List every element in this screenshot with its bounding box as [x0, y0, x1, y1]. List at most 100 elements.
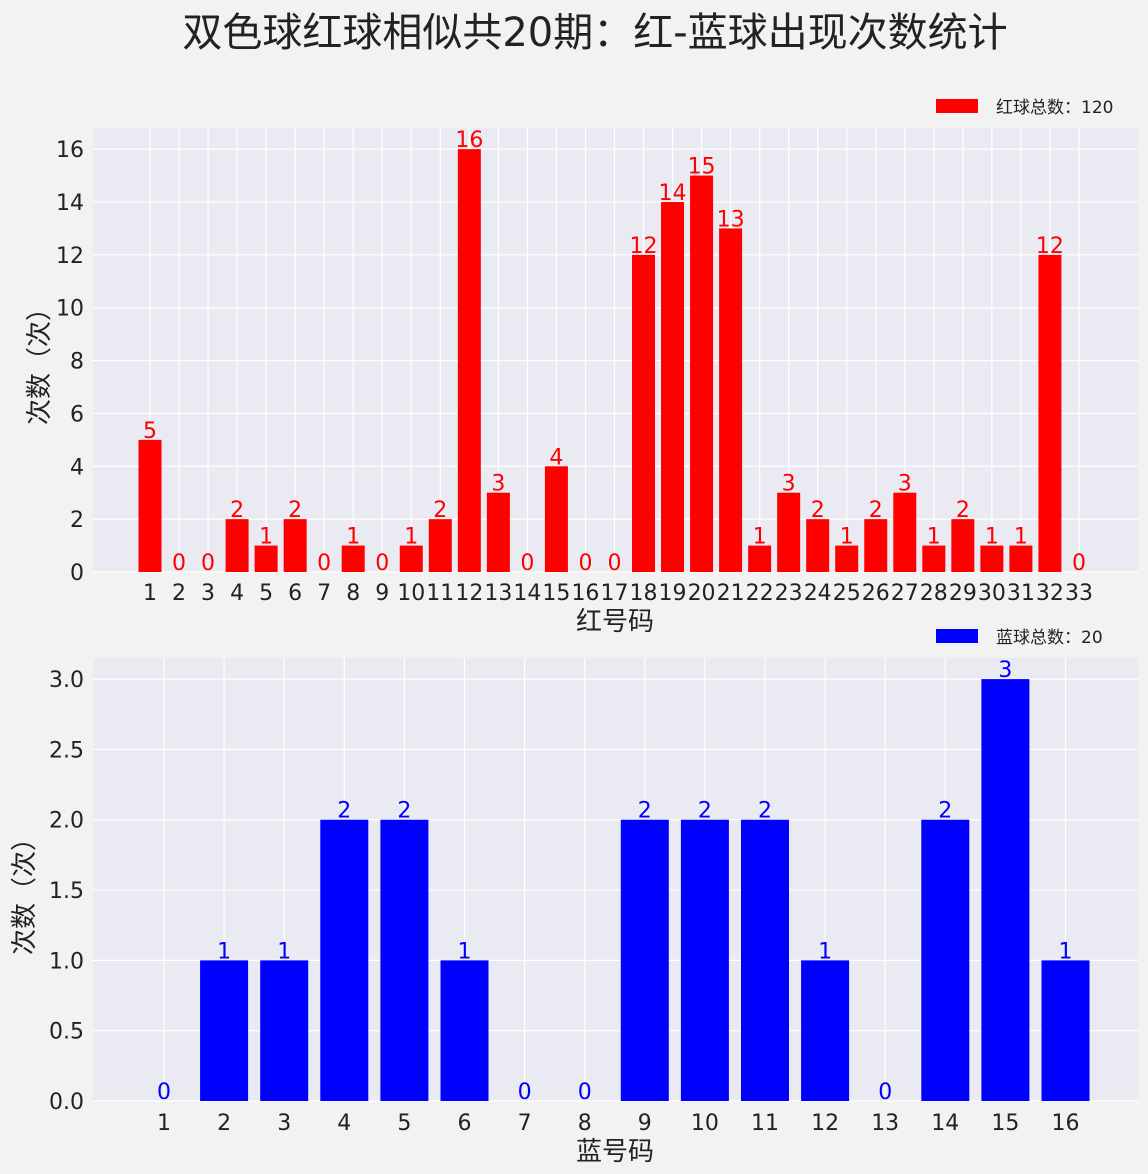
red-x-tick-label-7: 7: [317, 581, 331, 606]
red-x-tick-label-13: 13: [484, 581, 512, 606]
red-value-label-16: 0: [578, 551, 592, 576]
red-value-label-6: 2: [288, 498, 302, 523]
red-value-label-9: 0: [375, 551, 389, 576]
blue-y-tick-label: 2.0: [49, 809, 84, 834]
blue-bar-3: [260, 960, 309, 1101]
blue-value-label-11: 2: [758, 799, 772, 824]
blue-value-label-1: 0: [157, 1080, 171, 1105]
blue-value-label-7: 0: [518, 1080, 532, 1105]
blue-bars: [200, 679, 1090, 1101]
red-plot-area: [93, 128, 1138, 572]
red-x-tick-label-17: 17: [600, 581, 628, 606]
red-y-tick-label: 2: [70, 508, 84, 533]
blue-y-tick-label: 0.5: [49, 1020, 84, 1045]
blue-bar-15: [981, 679, 1030, 1101]
red-x-tick-label-27: 27: [891, 581, 919, 606]
red-y-tick-label: 10: [56, 297, 84, 322]
red-x-tick-label-10: 10: [397, 581, 425, 606]
blue-y-tick-label: 1.0: [49, 949, 84, 974]
red-x-tick-label-28: 28: [920, 581, 948, 606]
red-x-tick-label-23: 23: [775, 581, 803, 606]
red-y-tick-label: 4: [70, 455, 84, 480]
red-bar-8: [341, 545, 365, 572]
red-value-label-28: 1: [927, 525, 941, 550]
red-value-label-8: 1: [346, 525, 360, 550]
blue-value-labels: 0 1 1 2 2 1 0 0 2 2 2 1 0 2 3 1: [157, 658, 1073, 1105]
red-value-label-22: 1: [753, 525, 767, 550]
red-value-label-5: 1: [259, 525, 273, 550]
blue-y-tick-label: 1.5: [49, 879, 84, 904]
red-y-tick-label: 12: [56, 244, 84, 269]
red-x-tick-label-32: 32: [1036, 581, 1064, 606]
blue-legend-label: 蓝球总数：20: [996, 628, 1103, 648]
blue-x-tick-label-13: 13: [871, 1111, 899, 1136]
blue-bar-16: [1041, 960, 1090, 1101]
red-bar-22: [748, 545, 772, 572]
red-value-label-14: 0: [520, 551, 534, 576]
blue-y-tick-label: 0.0: [49, 1090, 84, 1115]
red-legend-label: 红球总数：120: [996, 98, 1113, 118]
blue-y-axis-label: 次数（次）: [10, 825, 40, 955]
blue-x-tick-label-16: 16: [1052, 1111, 1080, 1136]
blue-y-tick-label: 2.5: [49, 738, 84, 763]
red-y-tick-label: 14: [56, 191, 84, 216]
red-value-label-12: 16: [455, 128, 483, 153]
blue-x-tick-label-9: 9: [638, 1111, 652, 1136]
red-value-label-27: 3: [898, 472, 912, 497]
red-value-label-20: 15: [688, 155, 716, 180]
blue-bar-11: [741, 819, 789, 1101]
red-x-tick-label-25: 25: [833, 581, 861, 606]
blue-value-label-3: 1: [277, 939, 291, 964]
blue-bar-12: [801, 960, 850, 1101]
red-value-label-31: 1: [1014, 525, 1028, 550]
blue-x-tick-label-7: 7: [518, 1111, 532, 1136]
red-x-tick-label-5: 5: [259, 581, 273, 606]
blue-x-tick-label-8: 8: [578, 1111, 592, 1136]
blue-legend-swatch: [936, 629, 978, 643]
red-bar-4: [225, 519, 249, 572]
red-value-label-18: 12: [630, 234, 658, 259]
blue-legend: 蓝球总数：20: [936, 628, 1103, 648]
blue-x-tick-label-14: 14: [931, 1111, 959, 1136]
red-x-tick-label-22: 22: [746, 581, 774, 606]
red-x-tick-label-20: 20: [688, 581, 716, 606]
red-y-tick-label: 8: [70, 350, 84, 375]
red-bar-18: [632, 254, 656, 572]
blue-x-tick-label-1: 1: [157, 1111, 171, 1136]
red-bar-30: [980, 545, 1004, 572]
red-x-axis-label: 红号码: [576, 607, 654, 637]
red-x-tick-label-19: 19: [659, 581, 687, 606]
red-x-tick-label-11: 11: [426, 581, 454, 606]
blue-bar-10: [680, 819, 729, 1101]
red-x-tick-label-29: 29: [949, 581, 977, 606]
blue-bar-9: [620, 819, 669, 1101]
blue-bar-4: [320, 819, 369, 1101]
red-y-tick-label: 6: [70, 402, 84, 427]
red-x-tick-label-1: 1: [143, 581, 157, 606]
red-value-label-33: 0: [1072, 551, 1086, 576]
red-bar-12: [457, 149, 481, 572]
red-bar-11: [428, 519, 452, 572]
red-bar-26: [864, 519, 888, 572]
red-x-tick-label-4: 4: [230, 581, 244, 606]
red-bar-27: [893, 492, 917, 572]
red-x-tick-label-21: 21: [717, 581, 745, 606]
red-legend: 红球总数：120: [936, 98, 1113, 118]
blue-value-label-12: 1: [818, 939, 832, 964]
red-bar-20: [690, 175, 714, 573]
blue-bar-2: [200, 960, 249, 1101]
red-x-tick-label-33: 33: [1065, 581, 1093, 606]
red-value-label-19: 14: [659, 181, 687, 206]
blue-value-label-4: 2: [337, 799, 351, 824]
blue-bar-6: [440, 960, 489, 1101]
red-value-label-29: 2: [956, 498, 970, 523]
blue-value-label-8: 0: [578, 1080, 592, 1105]
red-y-tick-label: 16: [56, 138, 84, 163]
red-x-tick-label-2: 2: [172, 581, 186, 606]
blue-value-label-10: 2: [698, 799, 712, 824]
red-y-axis-label: 次数（次）: [25, 295, 55, 425]
blue-value-label-16: 1: [1059, 939, 1073, 964]
